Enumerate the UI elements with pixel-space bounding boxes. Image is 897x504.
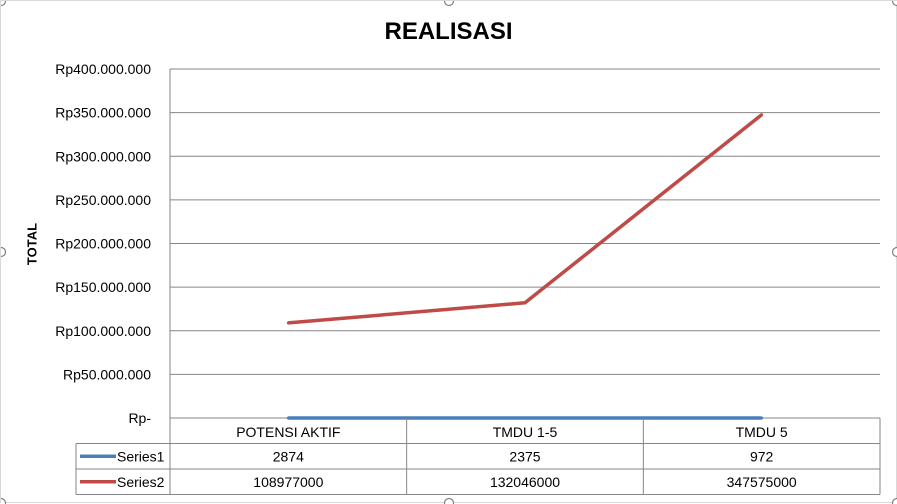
legend-label: Series2 (117, 474, 165, 490)
data-point (524, 301, 527, 304)
resize-handle (893, 248, 897, 257)
resize-handle (1, 248, 6, 257)
x-category-label: TMDU 1-5 (493, 424, 558, 440)
y-tick-label: Rp350.000.000 (55, 105, 151, 121)
x-category-label: POTENSI AKTIF (236, 424, 340, 440)
y-tick-label: Rp200.000.000 (55, 236, 151, 252)
y-tick-label: Rp300.000.000 (55, 148, 151, 164)
resize-handle (893, 1, 897, 6)
data-table-cell: 972 (750, 448, 774, 464)
data-table-cell: 132046000 (490, 474, 560, 490)
data-table-cell: 2874 (273, 448, 304, 464)
data-point (287, 321, 290, 324)
resize-handle (445, 499, 454, 504)
y-tick-label: Rp250.000.000 (55, 192, 151, 208)
data-table-cell: 347575000 (727, 474, 797, 490)
legend-label: Series1 (117, 448, 165, 464)
data-point (760, 416, 763, 419)
data-table-cell: 2375 (509, 448, 540, 464)
data-point (760, 113, 763, 116)
resize-handle (893, 499, 897, 504)
data-point (524, 416, 527, 419)
y-tick-label: Rp100.000.000 (55, 323, 151, 339)
data-point (287, 416, 290, 419)
y-tick-label: Rp400.000.000 (55, 61, 151, 77)
y-tick-label: Rp50.000.000 (63, 366, 151, 382)
series-line (288, 115, 761, 323)
resize-handle (1, 499, 6, 504)
y-tick-label: Rp150.000.000 (55, 279, 151, 295)
y-tick-label: Rp- (128, 410, 151, 426)
x-category-label: TMDU 5 (736, 424, 788, 440)
resize-handle (445, 1, 454, 6)
resize-handle (1, 1, 6, 6)
data-table-cell: 108977000 (253, 474, 323, 490)
